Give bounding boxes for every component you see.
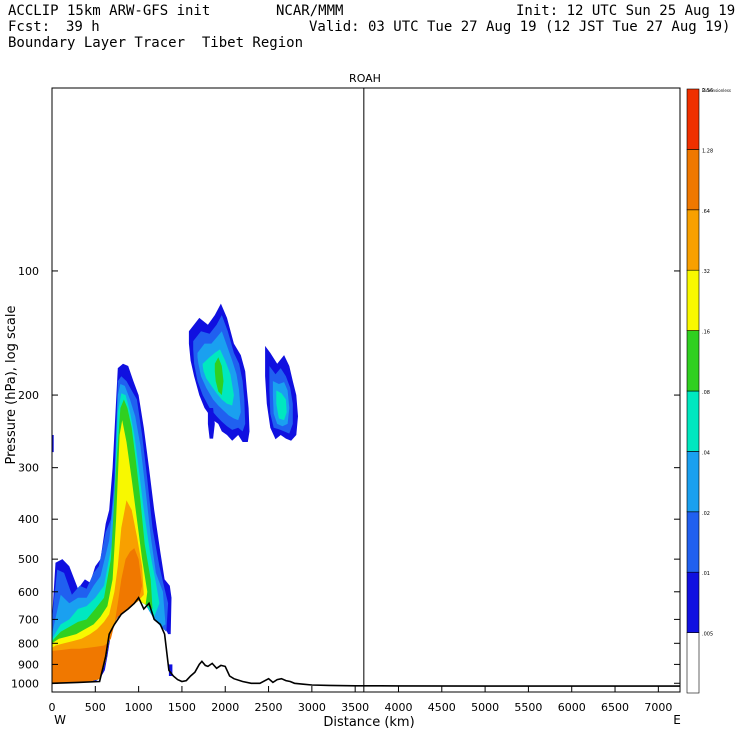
forecast-label: Fcst: xyxy=(8,19,51,35)
colorbar-level-label: .32 xyxy=(702,269,710,275)
valid-time: Valid: 03 UTC Tue 27 Aug 19 (12 JST Tue … xyxy=(309,19,731,35)
x-tick-label: 2000 xyxy=(211,701,239,714)
terrain-layer xyxy=(51,596,680,687)
x-tick-label: 500 xyxy=(85,701,106,714)
tracer-region-level-1 xyxy=(207,408,215,439)
terrain-line xyxy=(51,596,680,687)
y-tick-label: 700 xyxy=(18,613,39,626)
colorbar-level-label: 1.28 xyxy=(702,148,713,154)
colorbar-swatch xyxy=(686,149,700,211)
x-tick-label: 6000 xyxy=(558,701,586,714)
colorbar-swatch xyxy=(686,330,700,392)
x-tick-label: 5500 xyxy=(514,701,542,714)
x-tick-label: 1000 xyxy=(125,701,153,714)
tracer-region-level-7 xyxy=(52,500,144,684)
tracer-region-level-5 xyxy=(214,357,224,396)
organization-label: NCAR/MMM xyxy=(276,3,344,19)
colorbar: .005 .01 .02 .04 .08 .16 .32 .64 1.28 2.56Dimensi… xyxy=(686,88,731,694)
x-tick-label: 3500 xyxy=(341,701,369,714)
colorbar-swatch xyxy=(686,632,700,694)
y-tick-label: 400 xyxy=(18,513,39,526)
y-tick-label: 300 xyxy=(18,462,39,475)
colorbar-swatch xyxy=(686,571,700,633)
y-tick-label: 600 xyxy=(18,586,39,599)
colorbar-level-label: .64 xyxy=(702,209,710,215)
colorbar-swatch xyxy=(686,390,700,452)
x-tick-label: 1500 xyxy=(168,701,196,714)
model-title: ACCLIP 15km ARW-GFS init xyxy=(8,3,211,19)
x-tick-label: 0 xyxy=(49,701,56,714)
tracer-region-level-4 xyxy=(276,390,287,421)
tracer-fill-layer xyxy=(52,303,298,684)
x-axis-west-label: W xyxy=(54,713,66,727)
y-tick-label: 900 xyxy=(18,658,39,671)
forecast-hours: 39 h xyxy=(66,19,100,35)
colorbar-level-label: .08 xyxy=(702,390,710,396)
colorbar-swatch xyxy=(686,88,700,150)
x-tick-label: 2500 xyxy=(255,701,283,714)
colorbar-units-label: Dimensionless xyxy=(702,88,731,93)
axes-layer: 0 500 1000 1500 2000 2500 3000 3500 4000 4500 5000… xyxy=(11,87,681,714)
y-tick-label: 200 xyxy=(18,389,39,402)
x-tick-label: 3000 xyxy=(298,701,326,714)
x-tick-label: 6500 xyxy=(601,701,629,714)
product-title: Boundary Layer Tracer Tibet Region xyxy=(8,35,304,51)
init-time: Init: 12 UTC Sun 25 Aug 19 xyxy=(516,3,736,19)
x-tick-label: 7000 xyxy=(644,701,672,714)
colorbar-level-label: .02 xyxy=(702,511,710,517)
tracer-region-level-8 xyxy=(52,548,143,684)
colorbar-swatch xyxy=(686,451,700,513)
y-tick-label: 500 xyxy=(18,553,39,566)
colorbar-swatch xyxy=(686,511,700,573)
plot-frame xyxy=(51,87,681,693)
colorbar-level-label: .16 xyxy=(702,330,710,336)
colorbar-swatch xyxy=(686,209,700,271)
tracer-region-level-6 xyxy=(52,420,148,684)
y-tick-label: 1000 xyxy=(11,677,39,690)
x-axis-east-label: E xyxy=(673,713,681,727)
x-tick-label: 4500 xyxy=(428,701,456,714)
colorbar-level-label: .005 xyxy=(702,632,713,638)
x-tick-label: 4000 xyxy=(384,701,412,714)
x-axis-label: Distance (km) xyxy=(323,715,414,730)
x-tick-label: 5000 xyxy=(471,701,499,714)
y-tick-label: 100 xyxy=(18,265,39,278)
y-tick-label: 800 xyxy=(18,637,39,650)
chart-title: ROAH xyxy=(349,72,381,85)
colorbar-swatch xyxy=(686,269,700,331)
colorbar-level-label: 2.56 xyxy=(702,88,713,94)
colorbar-level-label: .04 xyxy=(702,450,710,456)
colorbar-level-label: .01 xyxy=(702,571,710,577)
y-axis-label: Pressure (hPa), log scale xyxy=(4,306,19,465)
